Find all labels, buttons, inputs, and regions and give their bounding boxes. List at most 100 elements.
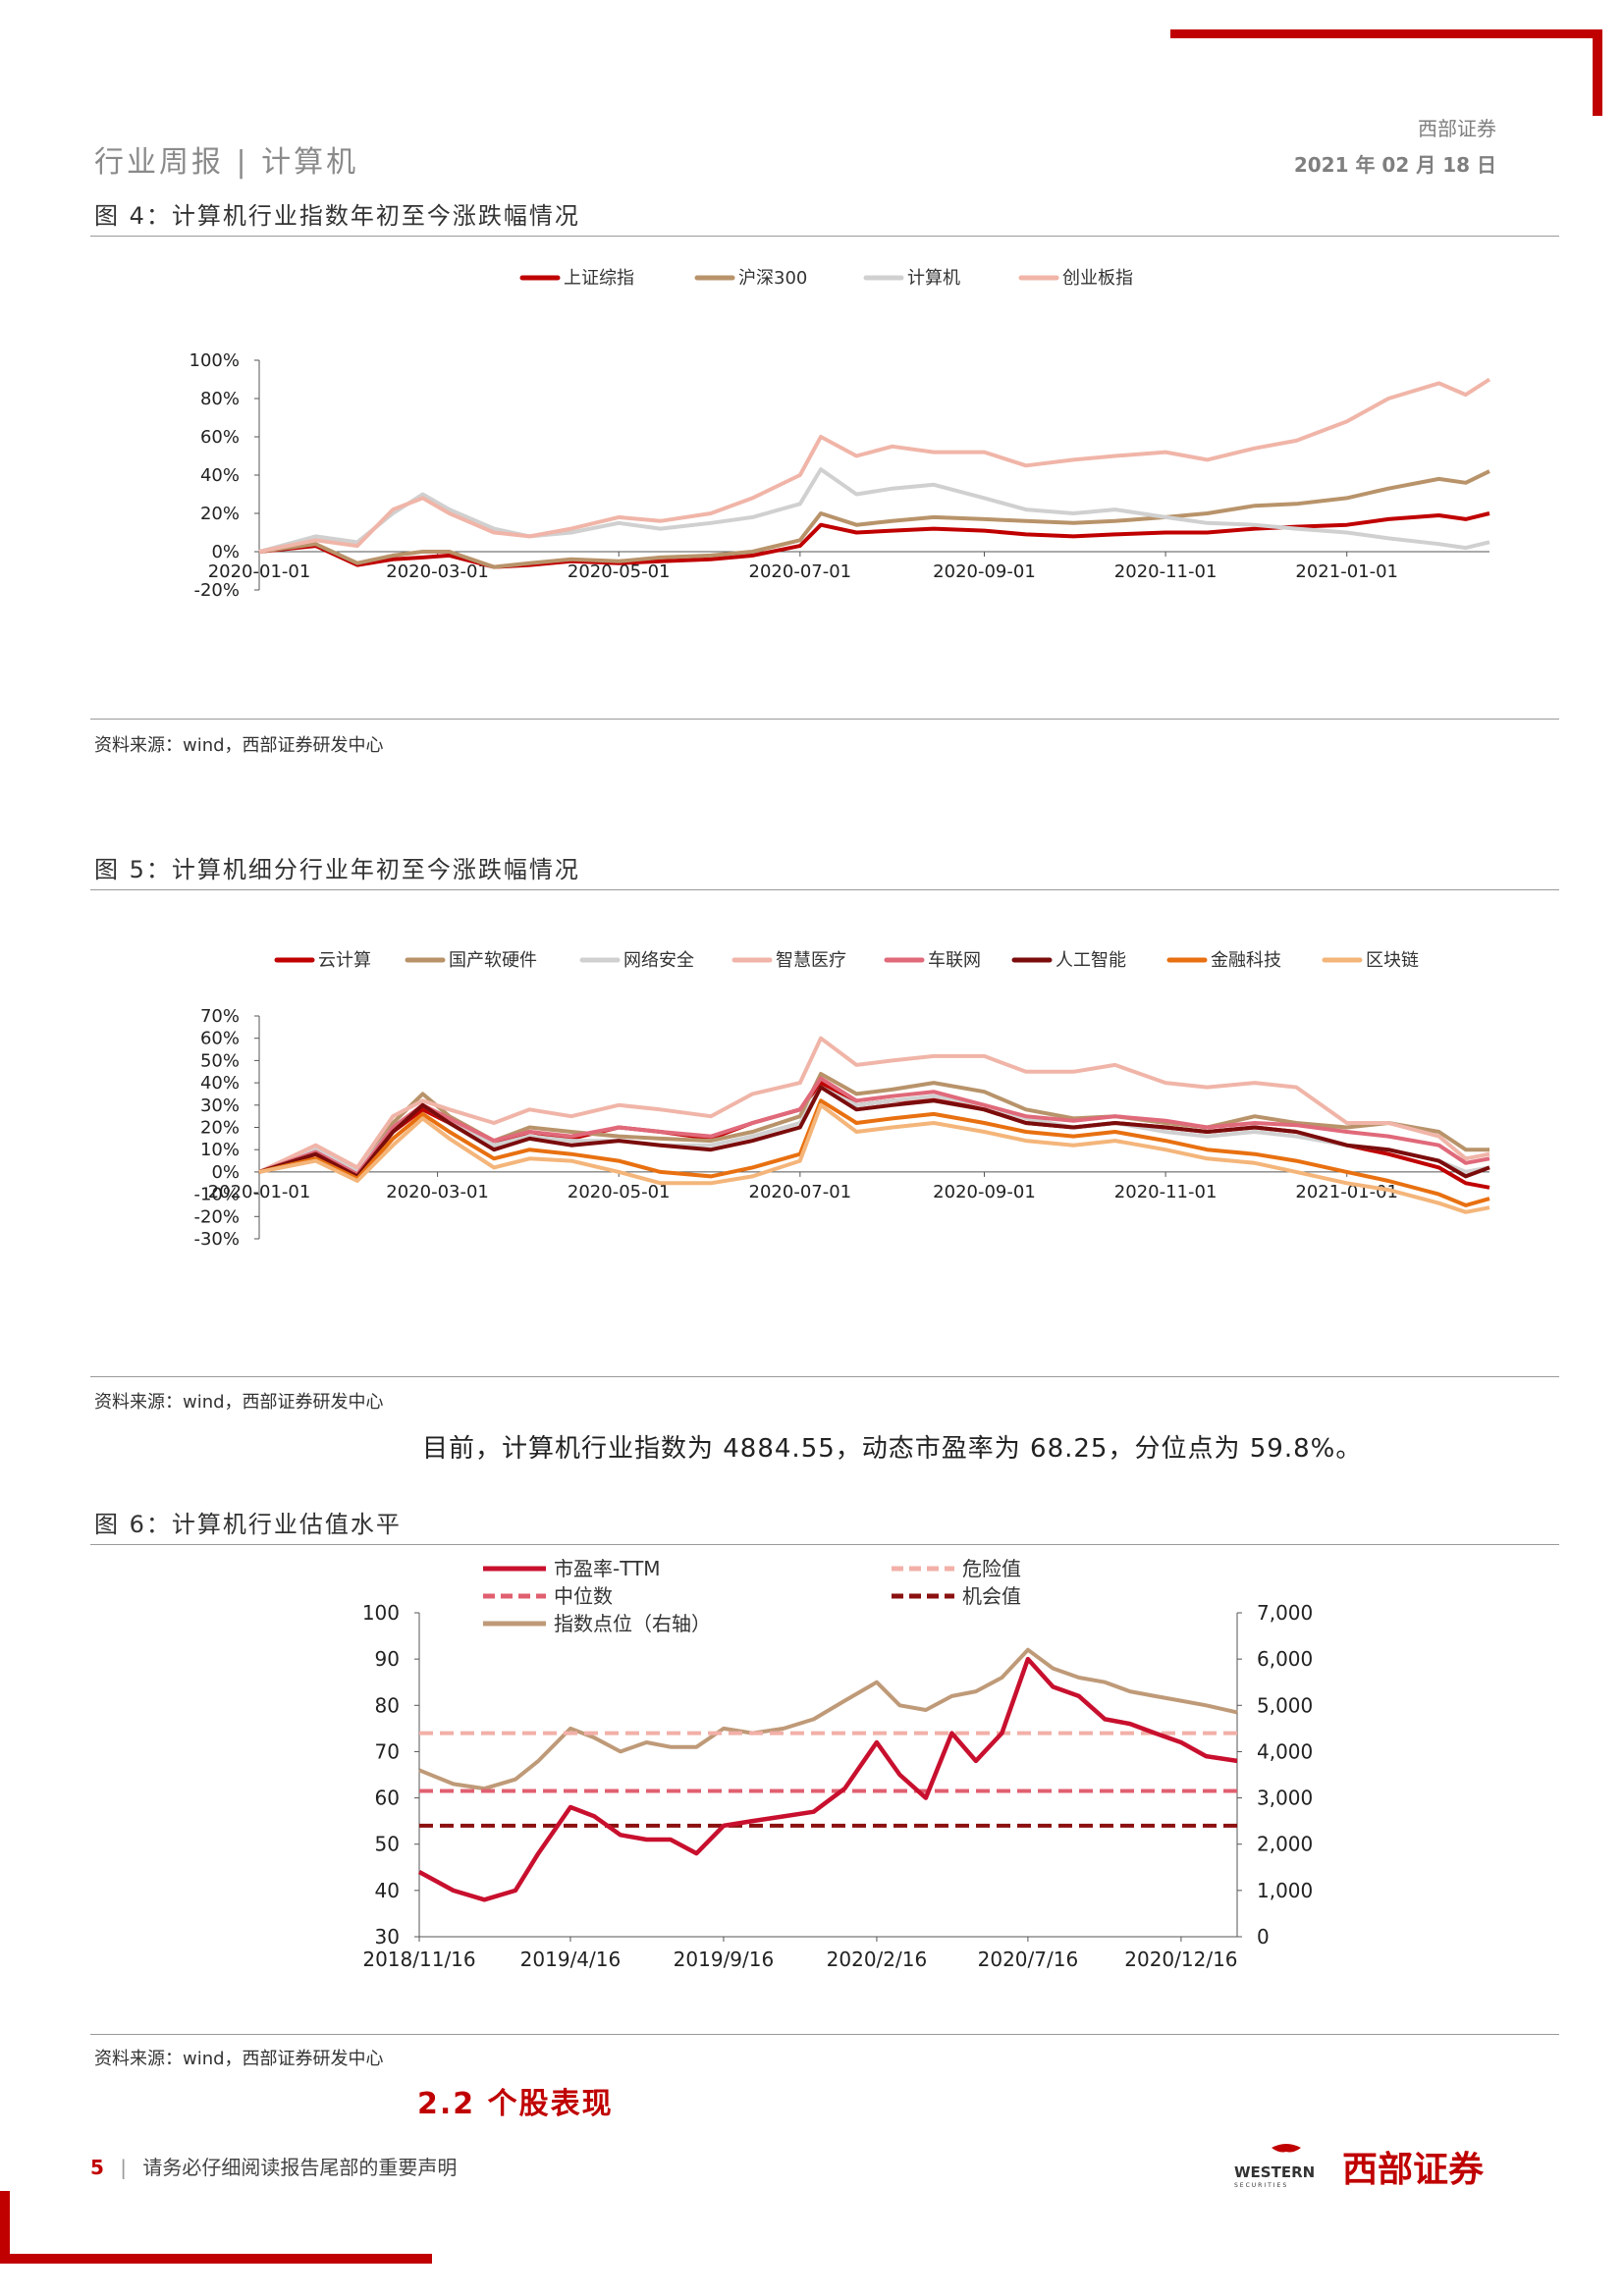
logo-en: WESTERN <box>1234 2163 1315 2181</box>
top-right-bar <box>1170 29 1602 38</box>
fig6-y-right-tick-3: 4,000 <box>1257 1739 1313 1763</box>
fig5-source: 资料来源：wind，西部证券研发中心 <box>94 1392 384 1413</box>
fig5-legend-label-7: 区块链 <box>1366 950 1419 971</box>
fig6-top-rule <box>90 1544 1559 1545</box>
fig6-x-tick-1: 2019/4/16 <box>520 1948 622 1971</box>
fig6-y-left-tick-6: 40 <box>375 1879 400 1902</box>
fig6-y-left-tick-1: 90 <box>375 1647 400 1671</box>
footer: 5 | 请务必仔细阅读报告尾部的重要声明 <box>90 2156 458 2179</box>
fig6-legend-label-2: 中位数 <box>554 1584 613 1608</box>
fig4-x-tick-1: 2020-03-01 <box>386 561 489 582</box>
fig5-legend-label-0: 云计算 <box>318 950 371 971</box>
fig5-x-tick-3: 2020-07-01 <box>749 1182 852 1202</box>
fig5-series-line-1 <box>258 1072 1489 1174</box>
bull-horns-icon <box>1272 2144 1301 2153</box>
fig6-y-right-tick-5: 2,000 <box>1257 1833 1313 1856</box>
fig4-y-tick-1: 80% <box>200 389 240 409</box>
fig6-y-right-tick-0: 7,000 <box>1257 1601 1313 1625</box>
fig6-y-left-tick-0: 100 <box>362 1601 400 1625</box>
top-right-stub <box>1593 29 1602 116</box>
fig5-y-tick-2: 50% <box>200 1050 240 1071</box>
header-meta: 西部证券 2021 年 02 月 18 日 <box>1294 113 1496 178</box>
fig6-title: 图 6：计算机行业估值水平 <box>94 1511 402 1538</box>
fig6-y-right-tick-6: 1,000 <box>1257 1879 1313 1902</box>
fig4-chart: 上证综指 沪深300 计算机 创业板指100%80%60%40%20%0%-20%20… <box>189 268 1491 601</box>
fig5-x-tick-2: 2020-05-01 <box>568 1182 671 1202</box>
fig4-y-tick-4: 20% <box>200 504 240 524</box>
fig6-y-left-tick-5: 50 <box>375 1833 400 1856</box>
logo-graphic: WESTERN SECURITIES 西部证券 <box>1234 2144 1485 2190</box>
fig6-y-left-tick-4: 60 <box>375 1787 400 1810</box>
header-date: 2021 年 02 月 18 日 <box>1293 153 1496 177</box>
fig4-legend-label-2: 计算机 <box>907 268 960 289</box>
fig6-bottom-rule <box>90 2034 1559 2035</box>
fig4-source: 资料来源：wind，西部证券研发中心 <box>94 735 384 756</box>
fig6-legend-label-1: 危险值 <box>962 1557 1021 1580</box>
fig4-x-tick-3: 2020-07-01 <box>749 561 852 582</box>
page-number: 5 <box>90 2156 104 2179</box>
fig5-chart: 云计算 国产软硬件 网络安全 智慧医疗 车联网 人工智能 金融科技 区块链 70%60%50%4… <box>193 950 1490 1250</box>
fig4-y-tick-5: 0% <box>211 542 240 562</box>
fig4-series-line-3 <box>258 377 1491 554</box>
fig5-y-tick-7: 0% <box>211 1162 240 1183</box>
fig5-title: 图 5：计算机细分行业年初至今涨跌幅情况 <box>94 856 580 883</box>
valuation-paragraph: 目前，计算机行业指数为 4884.55，动态市盈率为 68.25，分位点为 59… <box>422 1434 1363 1464</box>
fig5-legend-label-2: 网络安全 <box>623 950 694 971</box>
fig6-y-right-tick-2: 5,000 <box>1257 1693 1313 1717</box>
fig4-legend-label-0: 上证综指 <box>564 268 634 289</box>
fig5-x-tick-0: 2020-01-01 <box>208 1182 311 1202</box>
fig5-series-line-5 <box>258 1085 1490 1179</box>
fig5-y-tick-8: -10% <box>193 1185 240 1205</box>
fig5-y-tick-3: 40% <box>200 1073 240 1094</box>
fig6-x-tick-0: 2018/11/16 <box>362 1948 475 1971</box>
fig6-legend-label-3: 机会值 <box>962 1584 1021 1608</box>
fig6-y-right-tick-1: 6,000 <box>1257 1647 1313 1671</box>
fig5-top-rule <box>90 889 1559 890</box>
fig5-series-line-4 <box>258 1076 1490 1177</box>
fig5-y-tick-10: -30% <box>193 1229 240 1250</box>
fig4-bottom-rule <box>90 719 1559 720</box>
fig4-legend-label-3: 创业板指 <box>1062 268 1133 289</box>
fig6-y-right-tick-7: 0 <box>1257 1925 1270 1949</box>
fig5-series-line-6 <box>258 1098 1490 1207</box>
fig6-x-tick-2: 2019/9/16 <box>674 1948 775 1971</box>
fig4-title: 图 4：计算机行业指数年初至今涨跌幅情况 <box>94 202 580 230</box>
company-logo: WESTERN SECURITIES 西部证券 <box>1232 2140 1527 2193</box>
fig4-y-tick-2: 60% <box>200 427 240 448</box>
fig4-y-tick-0: 100% <box>189 350 240 371</box>
fig5-legend-label-6: 金融科技 <box>1211 950 1281 971</box>
fig5-y-tick-9: -20% <box>193 1206 240 1227</box>
fig4-x-tick-6: 2021-01-01 <box>1295 561 1398 582</box>
fig6-y-left-tick-3: 70 <box>375 1739 400 1763</box>
fig5-y-tick-1: 60% <box>200 1029 240 1049</box>
fig4-series-line-1 <box>258 469 1490 569</box>
fig6-y-left-tick-2: 80 <box>375 1693 400 1717</box>
fig5-legend-label-3: 智慧医疗 <box>776 950 846 971</box>
fig6-x-tick-5: 2020/12/16 <box>1124 1948 1237 1971</box>
fig4-x-tick-2: 2020-05-01 <box>568 561 671 582</box>
header-title: 行业周报 | 计算机 <box>94 145 359 180</box>
header-company: 西部证券 <box>1418 117 1496 140</box>
fig6-legend-label-0: 市盈率-TTM <box>554 1557 661 1580</box>
fig4-top-rule <box>90 236 1559 237</box>
fig6-y-left-tick-7: 30 <box>375 1925 400 1949</box>
bottom-left-stub <box>0 2191 10 2260</box>
footer-disclaimer: 请务必仔细阅读报告尾部的重要声明 <box>142 2156 458 2179</box>
fig4-y-tick-6: -20% <box>193 580 240 601</box>
fig5-x-tick-4: 2020-09-01 <box>933 1182 1036 1202</box>
fig4-x-tick-5: 2020-11-01 <box>1114 561 1218 582</box>
fig4-y-tick-3: 40% <box>200 465 240 486</box>
fig5-x-tick-5: 2020-11-01 <box>1114 1182 1218 1202</box>
fig6-legend-label-4: 指数点位（右轴） <box>554 1612 711 1635</box>
logo-sub: SECURITIES <box>1234 2182 1288 2189</box>
fig5-y-tick-4: 30% <box>200 1095 240 1116</box>
section-heading: 2.2 个股表现 <box>417 2087 614 2121</box>
fig5-y-tick-5: 20% <box>200 1118 240 1139</box>
fig5-legend-label-4: 车联网 <box>928 950 981 971</box>
fig6-pe-line <box>417 1656 1238 1902</box>
fig4-x-tick-0: 2020-01-01 <box>208 561 311 582</box>
fig5-series-line-7 <box>258 1102 1490 1214</box>
fig6-x-tick-4: 2020/7/16 <box>978 1948 1079 1971</box>
bottom-left-bar <box>0 2254 432 2264</box>
